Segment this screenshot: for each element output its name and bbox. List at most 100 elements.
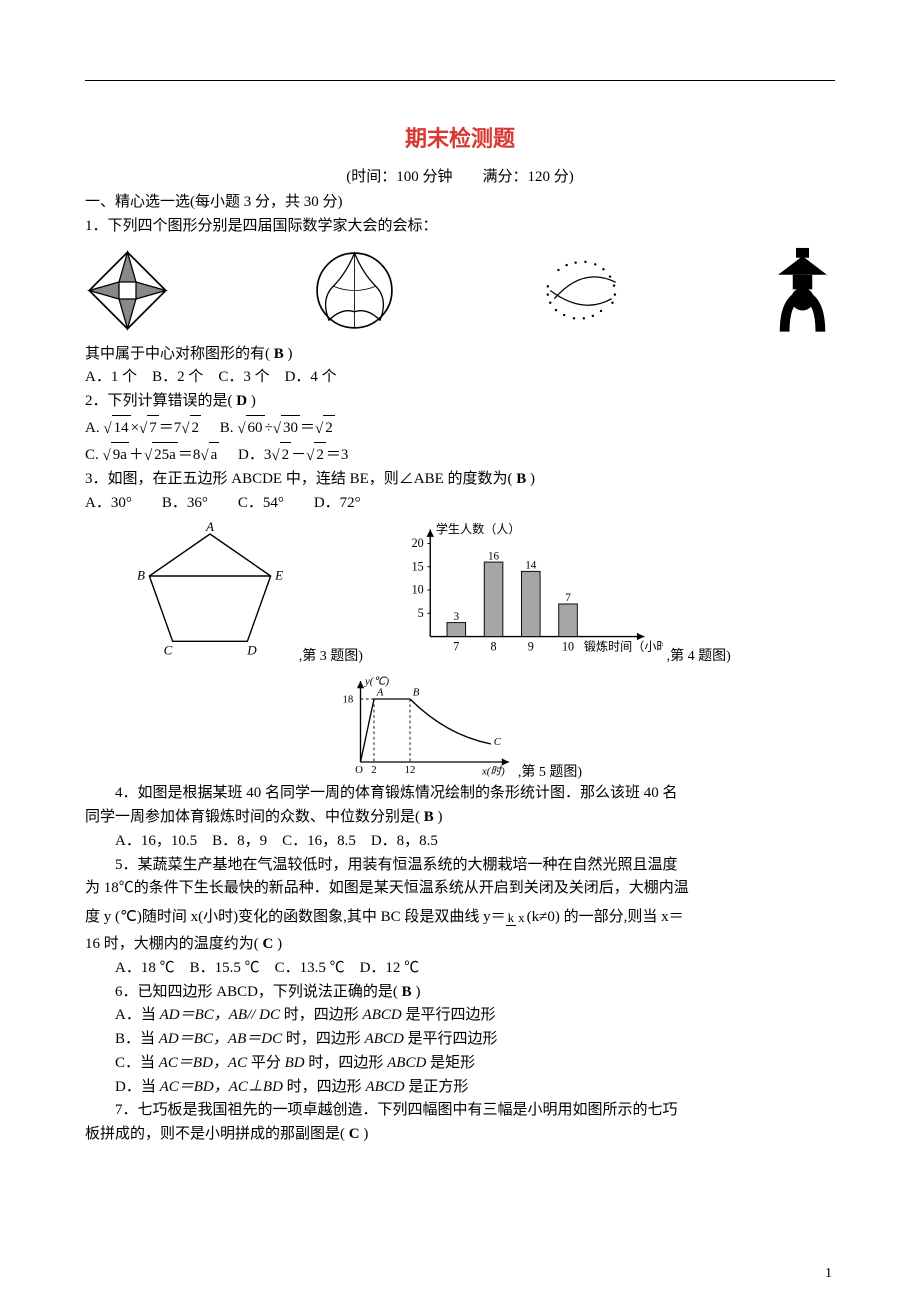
q2-B-prefix: B.: [220, 420, 234, 436]
q6-C-italic: AC＝BD，AC: [159, 1055, 247, 1071]
q1-stem: 1．下列四个图形分别是四届国际数学家大会的会标：: [85, 216, 835, 238]
q6-stem-wrap: 6．已知四边形 ABCD，下列说法正确的是( B ): [85, 982, 835, 1004]
q3-stem: 3．如图，在正五边形 ABCDE 中，连结 BE，则∠ABE 的度数为( B ): [85, 469, 835, 491]
q6-D-end: 是正方形: [405, 1079, 469, 1095]
q2-B-eq: ＝: [300, 420, 315, 436]
q6-C: C．当 AC＝BD，AC 平分 BD 时，四边形 ABCD 是矩形: [85, 1053, 835, 1075]
q1-tail-text: 其中属于中心对称图形的有(: [85, 346, 274, 362]
q2-D-r1: 2: [280, 442, 292, 467]
bar-10-val: 7: [565, 592, 571, 604]
sqrt-icon: √: [315, 417, 323, 441]
q5-line3a: 度 y (℃)随时间 x(小时)变化的函数图象,其中 BC 段是双曲线 y＝: [85, 909, 506, 925]
q6-C-mid1: 平分: [247, 1055, 285, 1071]
q6-C-it2: BD: [285, 1055, 305, 1071]
q5-B: B: [413, 687, 420, 699]
q5-x2: 2: [371, 764, 376, 776]
sqrt-icon: √: [273, 417, 281, 441]
q6-D-mid: 时，四边形: [283, 1079, 366, 1095]
section-header: 一、精心选一选(每小题 3 分，共 30 分): [85, 192, 835, 214]
bar-7-val: 3: [453, 611, 459, 623]
q2-B-r2: 30: [281, 415, 300, 440]
q4-tail: ): [434, 809, 443, 825]
q6-B-mid: 时，四边形: [282, 1031, 365, 1047]
sqrt-icon: √: [200, 444, 208, 468]
q2-A-r1: 14: [112, 415, 131, 440]
q1-tail2: ): [284, 346, 293, 362]
bar-10-x: 10: [562, 640, 574, 654]
q4-caption: ,第 4 题图): [667, 649, 731, 664]
q6-tail: ): [412, 984, 421, 1000]
sqrt-icon: √: [181, 417, 189, 441]
q5-answer: C: [263, 936, 274, 952]
page: 期末检测题 (时间：100 分钟 满分：120 分) 一、精心选一选(每小题 3…: [0, 0, 920, 1302]
q4-bar-chart: 5 10 15 20 3 7 16 8 14 9 7 10: [393, 520, 663, 660]
q6-answer: B: [402, 984, 412, 1000]
label-A: A: [205, 520, 215, 534]
q2-answer: D: [236, 393, 247, 409]
q2-B-r3: 2: [323, 415, 335, 440]
q5-frac-den: x: [516, 910, 527, 925]
bar-7-x: 7: [453, 640, 459, 654]
q4-answer: B: [424, 809, 434, 825]
q6-B: B．当 AD＝BC，AB＝DC 时，四边形 ABCD 是平行四边形: [85, 1029, 835, 1051]
bar-8-x: 8: [490, 640, 496, 654]
q2-C-r2: 25a: [152, 442, 178, 467]
q5-line3b: (k≠0) 的一部分,则当 x＝: [527, 909, 684, 925]
q6-A: A．当 AD＝BC，AB// DC 时，四边形 ABCD 是平行四边形: [85, 1005, 835, 1027]
q5-graph: O 18 2 12 A B C y(℃) x(时): [338, 671, 518, 781]
icm-logo-3-icon: [538, 253, 628, 328]
ytick-5: 5: [418, 606, 424, 620]
q5-frac: kx: [506, 911, 527, 925]
q2-A-eq: ＝7: [159, 420, 182, 436]
q5-ylabel: y(℃): [364, 676, 389, 688]
q2-D-eq: ＝3: [326, 447, 349, 463]
q6-D-pre: D．当: [115, 1079, 160, 1095]
q1-figures-row: [85, 246, 835, 336]
icm-logo-4-icon: [770, 246, 835, 336]
q5-line4-wrap: 16 时，大棚内的温度约为( C ): [85, 934, 835, 956]
q5-options: A．18 ℃ B．15.5 ℃ C．13.5 ℃ D．12 ℃: [85, 958, 835, 980]
q5-tail: ): [273, 936, 282, 952]
q5-frac-num: k: [506, 910, 517, 926]
q5-O: O: [355, 764, 363, 776]
q3-text: 3．如图，在正五边形 ABCDE 中，连结 BE，则∠ABE 的度数为(: [85, 471, 516, 487]
q2-tail: ): [247, 393, 256, 409]
ytick-20: 20: [412, 536, 424, 550]
q4-line2: 同学一周参加体育锻炼时间的众数、中位数分别是(: [85, 809, 424, 825]
q2-A-r3: 2: [190, 415, 202, 440]
q5-caption: ,第 5 题图): [518, 761, 582, 781]
q3-options: A．30° B．36° C．54° D．72°: [85, 493, 835, 515]
q6-A-mid: 时，四边形: [280, 1007, 363, 1023]
icm-logo-2-icon: [312, 248, 397, 333]
q2-C-r1: 9a: [111, 442, 129, 467]
q4-line2-wrap: 同学一周参加体育锻炼时间的众数、中位数分别是( B ): [85, 807, 835, 829]
sqrt-icon: √: [103, 417, 111, 441]
q6-C-end: 是矩形: [426, 1055, 475, 1071]
label-C: C: [164, 643, 173, 658]
q5-y18: 18: [342, 694, 353, 706]
bar-9: [521, 572, 540, 637]
q5-xlabel: x(时): [481, 766, 505, 778]
top-rule: [85, 80, 835, 81]
q2-row2: C. √9a＋√25a＝8√a D．3√2－√2＝3: [85, 442, 835, 467]
q6-D: D．当 AC＝BD，AC⊥BD 时，四边形 ABCD 是正方形: [85, 1077, 835, 1099]
q7-tail: ): [360, 1126, 369, 1142]
q2-text: 2．下列计算错误的是(: [85, 393, 236, 409]
q2-C-prefix: C.: [85, 447, 99, 463]
q1-options: A．1 个 B．2 个 C．3 个 D．4 个: [85, 367, 835, 389]
sqrt-icon: √: [306, 444, 314, 468]
sqrt-icon: √: [271, 444, 279, 468]
q2-B-r1: 60: [246, 415, 265, 440]
label-E: E: [274, 568, 283, 583]
q7-line2-wrap: 板拼成的，则不是小明拼成的那副图是( C ): [85, 1124, 835, 1146]
q4-options: A．16，10.5 B．8，9 C．16，8.5 D．8，8.5: [85, 831, 835, 853]
q3-answer: B: [516, 471, 526, 487]
q4-line1: 4．如图是根据某班 40 名同学一周的体育锻炼情况绘制的条形统计图．那么该班 4…: [85, 783, 835, 805]
q6-A-obj: ABCD: [363, 1007, 402, 1023]
q2-D-prefix: D．3: [238, 447, 271, 463]
q6-C-obj: ABCD: [387, 1055, 426, 1071]
q5-line1: 5．某蔬菜生产基地在气温较低时，用装有恒温系统的大棚栽培一种在自然光照且温度: [85, 855, 835, 877]
sqrt-icon: √: [103, 444, 111, 468]
q2-stem: 2．下列计算错误的是( D ): [85, 391, 835, 413]
q6-A-pre: A．当: [115, 1007, 160, 1023]
